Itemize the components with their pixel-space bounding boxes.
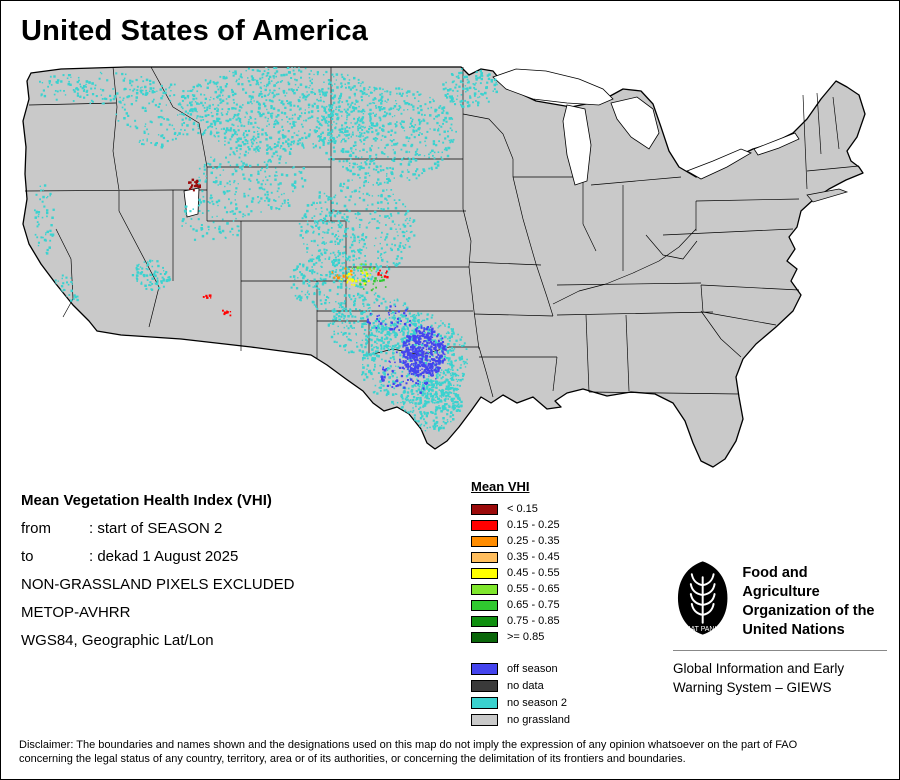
legend-swatch (471, 615, 498, 627)
legend-label: 0.55 - 0.65 (507, 583, 560, 595)
legend-label: no grassland (507, 713, 570, 726)
info-line: NON-GRASSLAND PIXELS EXCLUDED (21, 576, 295, 593)
legend-row: 0.25 - 0.35 (471, 533, 570, 549)
legend-classes: < 0.15 0.15 - 0.25 0.25 - 0.35 0.35 - 0.… (471, 501, 570, 645)
legend-swatch (471, 551, 498, 563)
info-value: : dekad 1 August 2025 (89, 548, 239, 565)
usa-map-svg (22, 66, 866, 468)
info-heading: Mean Vegetation Health Index (VHI) (21, 492, 272, 509)
legend-label: no data (507, 679, 544, 692)
legend-extra: off season no data no season 2 no grassl… (471, 660, 570, 728)
fao-org-line: United Nations (742, 622, 845, 638)
info-label: to (21, 548, 34, 565)
legend-swatch (471, 599, 498, 611)
legend-label: 0.45 - 0.55 (507, 567, 560, 579)
fao-org-name: Food and Agriculture Organization of the… (742, 559, 887, 640)
legend-row: 0.55 - 0.65 (471, 581, 570, 597)
legend-label: 0.65 - 0.75 (507, 599, 560, 611)
legend-row: < 0.15 (471, 501, 570, 517)
legend-label: no season 2 (507, 696, 567, 709)
legend-label: off season (507, 662, 558, 675)
legend-title: Mean VHI (471, 479, 530, 494)
legend-row: >= 0.85 (471, 629, 570, 645)
info-label: from (21, 520, 51, 537)
legend-label: 0.75 - 0.85 (507, 615, 560, 627)
info-line: METOP-AVHRR (21, 604, 131, 621)
legend-row: 0.35 - 0.45 (471, 549, 570, 565)
legend-label: < 0.15 (507, 503, 538, 515)
legend-row: no data (471, 677, 570, 694)
legend-label: 0.35 - 0.45 (507, 551, 560, 563)
legend-row: no grassland (471, 711, 570, 728)
usa-map (1, 59, 899, 481)
legend-swatch (471, 662, 498, 675)
fao-divider (673, 650, 887, 651)
giews-text: Global Information and Early Warning Sys… (673, 659, 887, 697)
legend-row: 0.45 - 0.55 (471, 565, 570, 581)
legend-label: 0.15 - 0.25 (507, 519, 560, 531)
legend-swatch (471, 713, 498, 726)
legend-row: 0.75 - 0.85 (471, 613, 570, 629)
legend-label: 0.25 - 0.35 (507, 535, 560, 547)
giews-line: Warning System – GIEWS (673, 680, 832, 695)
info-row: to : dekad 1 August 2025 (21, 543, 294, 571)
legend: Mean VHI < 0.15 0.15 - 0.25 0.25 - 0.35 … (471, 479, 570, 728)
legend-swatch (471, 567, 498, 579)
fao-org-line: Food and Agriculture (742, 565, 820, 600)
legend-row: off season (471, 660, 570, 677)
page-title: United States of America (21, 15, 368, 47)
legend-row: 0.15 - 0.25 (471, 517, 570, 533)
legend-swatch (471, 696, 498, 709)
fao-logo-icon: FIAT PANIS (677, 561, 728, 635)
legend-row: 0.65 - 0.75 (471, 597, 570, 613)
legend-swatch (471, 679, 498, 692)
legend-label: >= 0.85 (507, 631, 545, 643)
fao-top: FIAT PANIS Food and Agriculture Organiza… (673, 559, 887, 640)
giews-line: Global Information and Early (673, 661, 845, 676)
legend-swatch (471, 631, 498, 643)
legend-swatch (471, 535, 498, 547)
disclaimer: Disclaimer: The boundaries and names sho… (19, 739, 798, 765)
fao-motto: FIAT PANIS (684, 626, 721, 633)
legend-row: no season 2 (471, 694, 570, 711)
legend-swatch (471, 519, 498, 531)
info-value: : start of SEASON 2 (89, 520, 223, 537)
legend-swatch (471, 503, 498, 515)
legend-swatch (471, 583, 498, 595)
fao-org-line: Organization of the (742, 603, 875, 619)
info-row: from : start of SEASON 2 (21, 515, 294, 543)
fao-block: FIAT PANIS Food and Agriculture Organiza… (673, 559, 887, 697)
info-line: WGS84, Geographic Lat/Lon (21, 632, 214, 649)
info-block: Mean Vegetation Health Index (VHI) from:… (21, 487, 294, 655)
